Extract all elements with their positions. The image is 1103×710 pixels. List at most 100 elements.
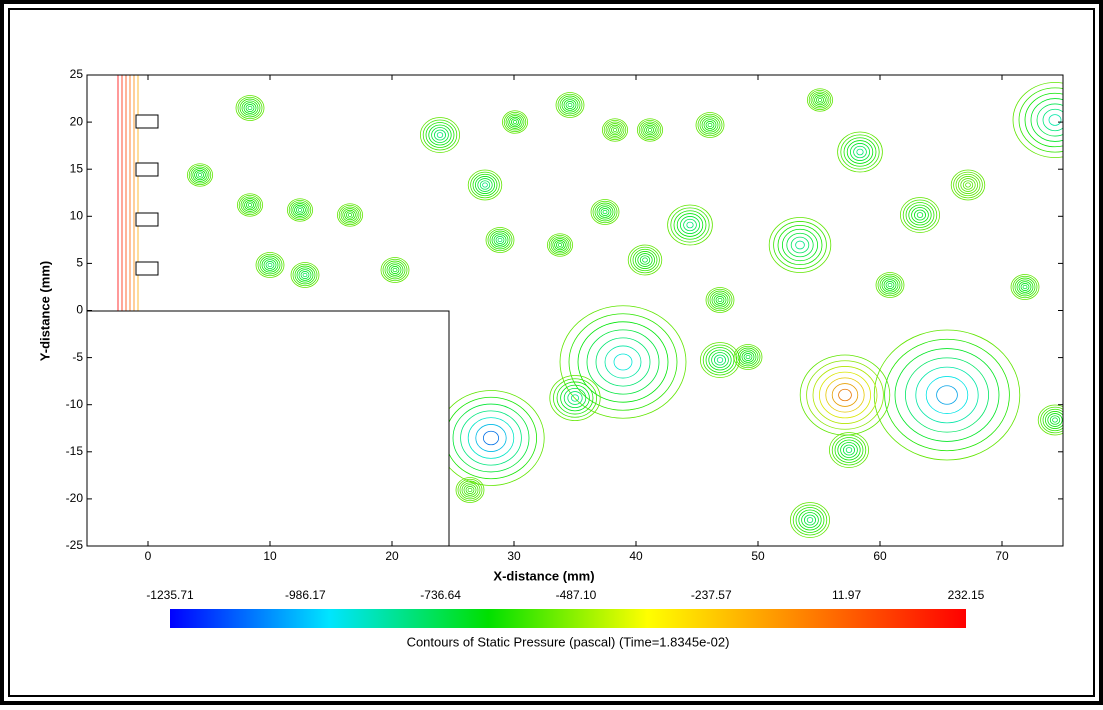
contour-line (881, 277, 899, 293)
contour-line (567, 391, 583, 405)
contour-line (768, 217, 832, 273)
contour-line (475, 424, 507, 452)
contour-line (255, 252, 285, 278)
contour-line (571, 394, 580, 402)
contour-line (879, 275, 901, 295)
contour-line (782, 228, 819, 262)
contour-line (705, 121, 715, 129)
contour-line (1020, 283, 1030, 291)
contour-line (437, 390, 545, 486)
contour-line (840, 442, 858, 458)
contour-line (950, 169, 986, 201)
contour-line (838, 388, 852, 402)
contour-line (267, 262, 273, 268)
contour-line (598, 206, 612, 218)
contour-line (342, 208, 358, 222)
contour-line (259, 255, 281, 275)
contour-line (470, 171, 500, 199)
contour-line (670, 207, 710, 243)
y-tick-label: -20 (66, 491, 84, 505)
contour-line (612, 127, 618, 133)
contour-line (554, 239, 566, 251)
contour-line (960, 178, 976, 192)
contour-line (680, 216, 701, 234)
contour-line (843, 137, 877, 167)
contour-line (908, 204, 932, 226)
contour-line (853, 145, 867, 159)
contour-line (812, 93, 828, 107)
inlets (135, 114, 159, 276)
contour-line (905, 357, 990, 433)
contour-line (461, 482, 479, 498)
contour-line (595, 337, 651, 387)
x-axis-label: X-distance (mm) (493, 568, 594, 583)
contour-line (737, 347, 759, 367)
contour-line (708, 349, 732, 371)
contour-line (477, 178, 493, 192)
contour-line (244, 199, 256, 211)
colorbar-tick-label: 11.97 (832, 588, 861, 602)
contour-line (600, 208, 610, 216)
contour-line (1047, 413, 1063, 427)
contour-line (596, 204, 614, 220)
contour-line (263, 259, 277, 271)
contour-line (819, 371, 872, 419)
contour-line (452, 403, 530, 473)
contour-line (902, 199, 938, 231)
contour-line (547, 233, 574, 257)
contour-line (856, 148, 864, 156)
contour-line (557, 93, 583, 117)
contour-line (197, 172, 203, 178)
x-tick-label: 0 (145, 549, 152, 563)
contour-line (792, 504, 828, 536)
contour-line (286, 198, 313, 222)
contour-line (773, 221, 827, 269)
inlet (135, 212, 159, 227)
contour-line (1049, 415, 1061, 425)
contour-line (510, 118, 519, 126)
contour-line (501, 110, 528, 134)
contour-line (632, 248, 658, 272)
contour-line (560, 384, 590, 412)
contour-line (900, 197, 941, 233)
contour-line (846, 140, 874, 164)
contour-line (559, 95, 581, 115)
contour-line (237, 96, 263, 120)
contour-line (638, 119, 662, 141)
contour-line (925, 376, 969, 414)
contour-line (1037, 404, 1063, 436)
contour-line (716, 357, 724, 363)
contour-line (808, 89, 832, 111)
contour-line (300, 271, 310, 279)
contour-line (715, 296, 725, 304)
contour-line (894, 348, 1000, 442)
inlet (135, 114, 159, 129)
contour-line (701, 117, 719, 133)
x-tick-label: 70 (995, 549, 1009, 563)
contour-line (482, 430, 499, 446)
contour-line (548, 234, 572, 256)
contour-line (790, 502, 831, 538)
contour-line (247, 105, 253, 111)
contour-line (850, 143, 871, 161)
contour-line (699, 115, 721, 135)
contour-line (186, 163, 213, 187)
contour-line (495, 236, 505, 244)
contour-line (806, 360, 884, 430)
contour-line (261, 257, 279, 273)
contour-line (338, 204, 362, 226)
contour-field (117, 75, 1063, 538)
contour-line (1048, 114, 1062, 126)
contour-line (640, 121, 660, 139)
contour-line (739, 349, 757, 365)
contour-line (795, 240, 805, 250)
contour-line (807, 88, 834, 112)
colorbar-tick-label: 232.15 (948, 588, 985, 602)
contour-line (557, 242, 563, 248)
contour-line (845, 447, 853, 453)
contour-line (829, 432, 870, 468)
contour-line (603, 119, 627, 141)
contour-line (257, 253, 283, 277)
contour-line (605, 121, 625, 139)
